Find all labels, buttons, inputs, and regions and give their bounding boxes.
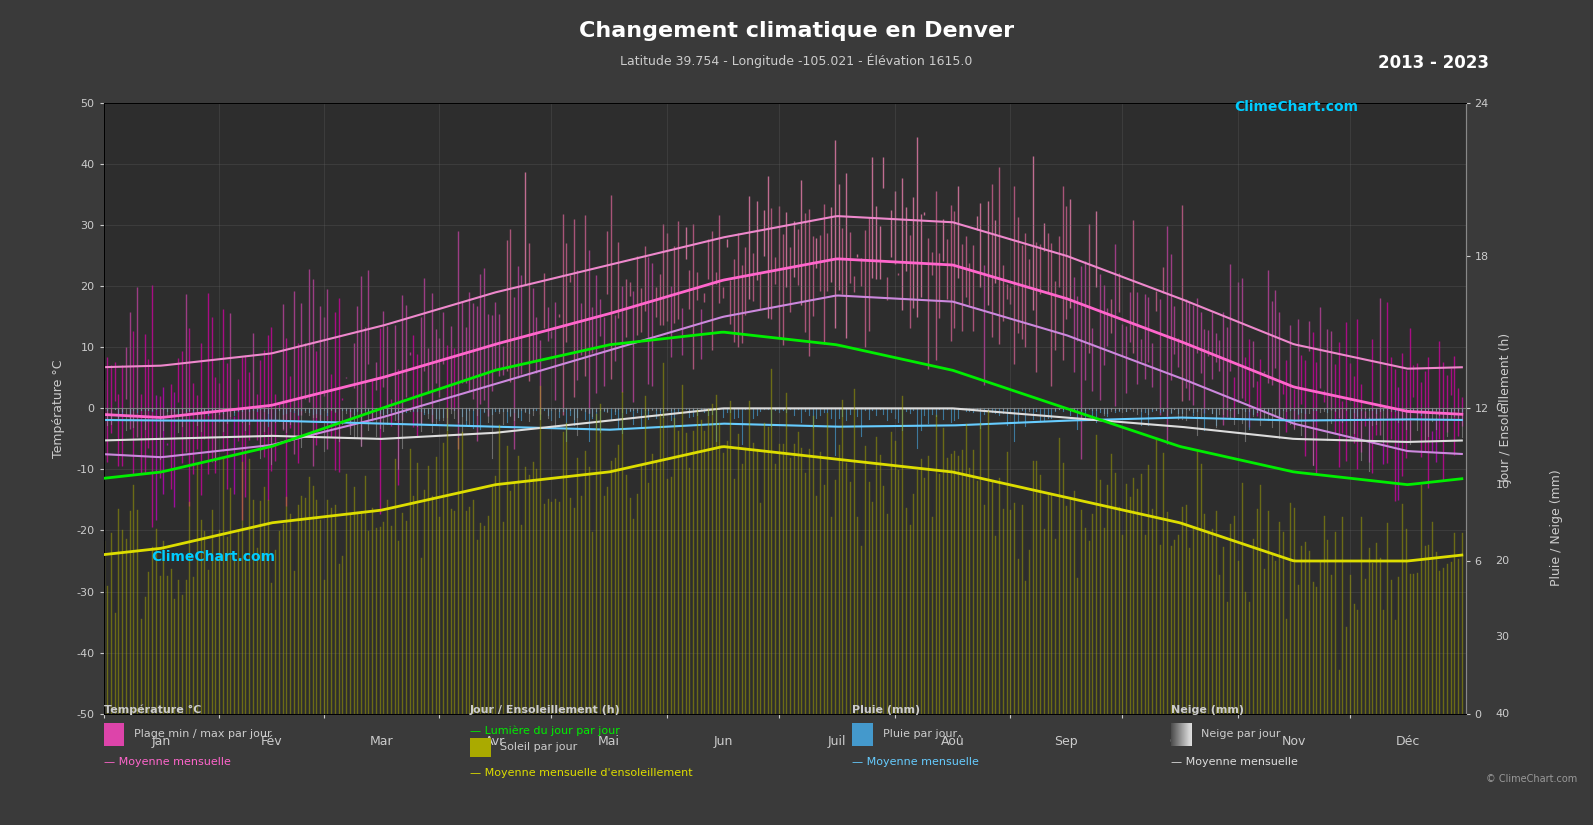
Text: 30: 30 bbox=[1496, 632, 1510, 643]
Text: Jun: Jun bbox=[714, 735, 733, 748]
Text: 10: 10 bbox=[1496, 479, 1510, 490]
Text: — Moyenne mensuelle: — Moyenne mensuelle bbox=[1171, 757, 1298, 766]
Text: Changement climatique en Denver: Changement climatique en Denver bbox=[578, 21, 1015, 40]
Y-axis label: Température °C: Température °C bbox=[53, 359, 65, 458]
Text: Avr: Avr bbox=[486, 735, 505, 748]
Y-axis label: Jour / Ensoleillement (h): Jour / Ensoleillement (h) bbox=[1501, 333, 1513, 483]
Text: Pluie (mm): Pluie (mm) bbox=[852, 705, 921, 714]
Text: Sep: Sep bbox=[1055, 735, 1078, 748]
Text: Soleil par jour: Soleil par jour bbox=[500, 742, 577, 752]
Text: ClimeChart.com: ClimeChart.com bbox=[151, 550, 276, 564]
Text: Jour / Ensoleillement (h): Jour / Ensoleillement (h) bbox=[470, 705, 621, 714]
Text: 2013 - 2023: 2013 - 2023 bbox=[1378, 54, 1489, 72]
Text: — Moyenne mensuelle d'ensoleillement: — Moyenne mensuelle d'ensoleillement bbox=[470, 767, 693, 777]
Text: ClimeChart.com: ClimeChart.com bbox=[1235, 101, 1359, 115]
Text: Neige par jour: Neige par jour bbox=[1201, 729, 1281, 739]
Text: Nov: Nov bbox=[1282, 735, 1306, 748]
Text: Mar: Mar bbox=[370, 735, 393, 748]
Text: Pluie / Neige (mm): Pluie / Neige (mm) bbox=[1550, 469, 1563, 587]
Text: 0: 0 bbox=[1496, 403, 1502, 413]
Text: Oct: Oct bbox=[1169, 735, 1192, 748]
Text: Déc: Déc bbox=[1395, 735, 1419, 748]
Text: Mai: Mai bbox=[597, 735, 620, 748]
Text: — Lumière du jour par jour: — Lumière du jour par jour bbox=[470, 726, 620, 736]
Text: Plage min / max par jour: Plage min / max par jour bbox=[134, 729, 271, 739]
Text: Température °C: Température °C bbox=[104, 705, 201, 714]
Text: Latitude 39.754 - Longitude -105.021 - Élévation 1615.0: Latitude 39.754 - Longitude -105.021 - É… bbox=[620, 54, 973, 68]
Text: Aoû: Aoû bbox=[940, 735, 964, 748]
Text: 20: 20 bbox=[1496, 556, 1510, 566]
Text: Juil: Juil bbox=[827, 735, 846, 748]
Text: 40: 40 bbox=[1496, 709, 1510, 719]
Text: — Moyenne mensuelle: — Moyenne mensuelle bbox=[104, 757, 231, 766]
Text: Neige (mm): Neige (mm) bbox=[1171, 705, 1244, 714]
Text: © ClimeChart.com: © ClimeChart.com bbox=[1486, 774, 1577, 784]
Text: Jan: Jan bbox=[151, 735, 170, 748]
Text: Fév: Fév bbox=[261, 735, 282, 748]
Text: — Moyenne mensuelle: — Moyenne mensuelle bbox=[852, 757, 980, 766]
Text: Pluie par jour: Pluie par jour bbox=[883, 729, 957, 739]
